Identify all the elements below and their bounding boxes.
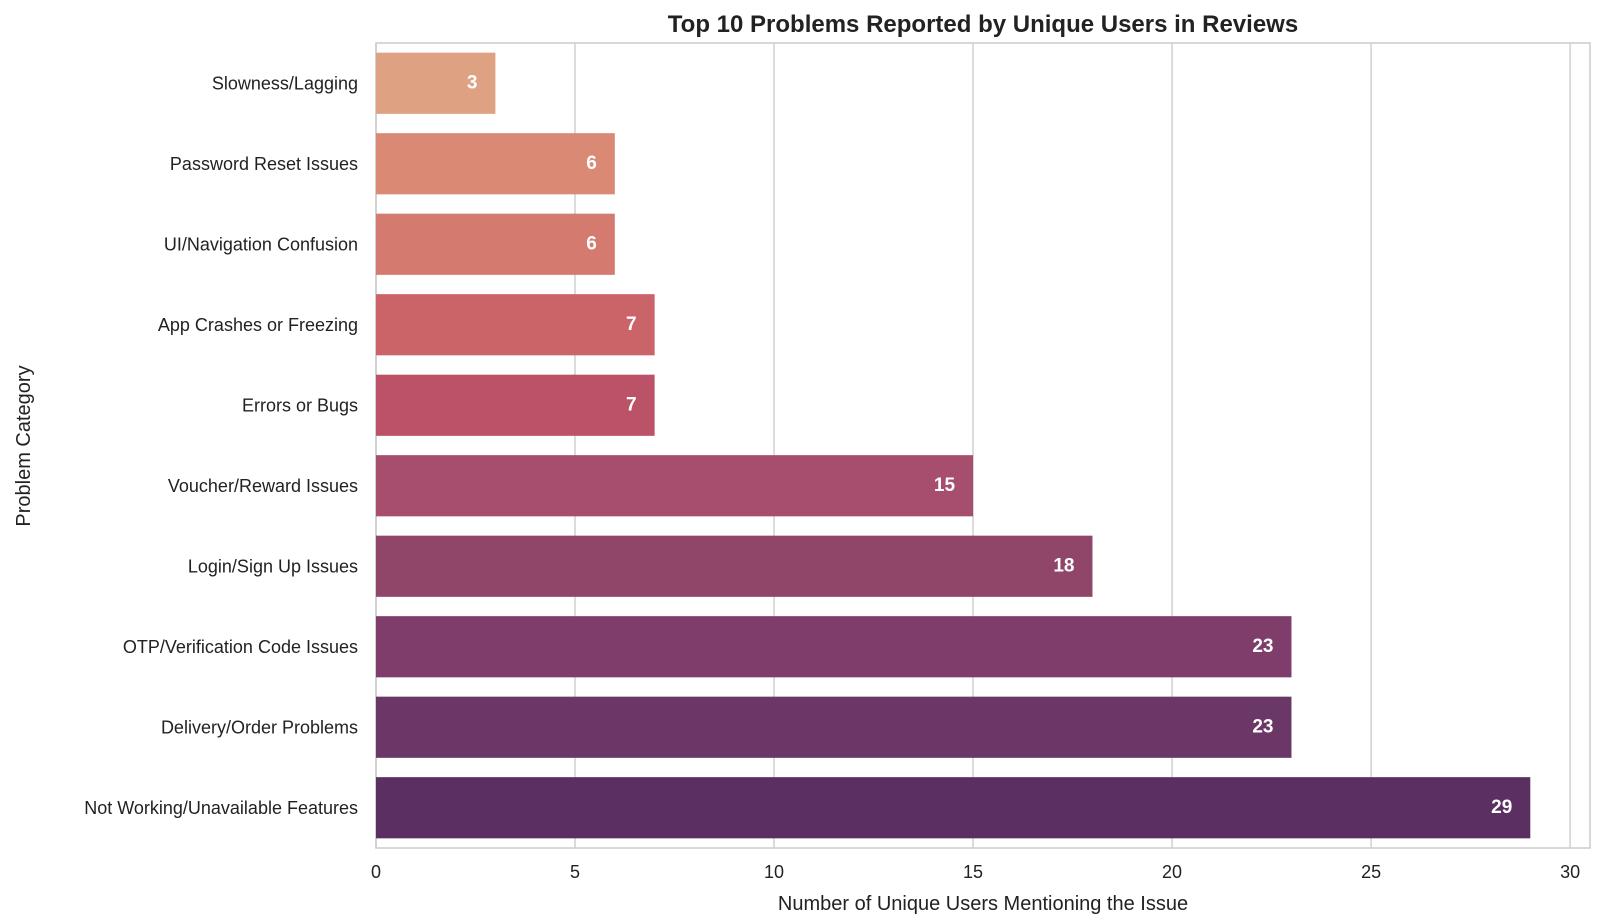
category-label: Not Working/Unavailable Features <box>84 798 358 818</box>
data-label: 15 <box>934 475 956 496</box>
category-label: Delivery/Order Problems <box>161 717 358 737</box>
data-label: 6 <box>586 153 597 174</box>
x-axis-label: Number of Unique Users Mentioning the Is… <box>778 893 1188 915</box>
category-label: Voucher/Reward Issues <box>168 476 358 496</box>
bar <box>376 696 1292 758</box>
x-tick-label: 25 <box>1361 862 1381 882</box>
category-label: Login/Sign Up Issues <box>188 556 358 576</box>
bar <box>376 455 974 517</box>
bar <box>376 133 615 195</box>
bar <box>376 213 615 275</box>
x-tick-label: 0 <box>371 862 381 882</box>
bar <box>376 535 1093 597</box>
data-labels: 3 6 6 7 7 15 18 23 23 29 <box>467 72 1512 818</box>
x-tick-label: 20 <box>1162 862 1182 882</box>
x-tick-label: 15 <box>963 862 983 882</box>
data-label: 23 <box>1252 636 1273 657</box>
x-tick-label: 30 <box>1560 862 1580 882</box>
data-label: 7 <box>626 394 637 415</box>
data-label: 7 <box>626 314 637 335</box>
x-tick-labels: 0 5 10 15 20 25 30 <box>371 862 1580 882</box>
category-tick-labels: Slowness/Lagging Password Reset Issues UI/… <box>84 73 358 818</box>
category-label: Errors or Bugs <box>242 395 358 415</box>
x-tick-label: 10 <box>764 862 784 882</box>
category-label: Slowness/Lagging <box>212 73 358 93</box>
bar <box>376 52 496 114</box>
chart-title: Top 10 Problems Reported by Unique Users… <box>668 11 1298 38</box>
data-label: 29 <box>1491 797 1512 818</box>
bar <box>376 294 655 356</box>
bar <box>376 777 1531 839</box>
category-label: Password Reset Issues <box>170 154 358 174</box>
bars <box>376 52 1531 839</box>
data-label: 6 <box>586 233 597 254</box>
category-label: OTP/Verification Code Issues <box>123 637 358 657</box>
data-label: 23 <box>1252 716 1273 737</box>
data-label: 3 <box>467 72 478 93</box>
bar <box>376 616 1292 678</box>
plot-frame <box>375 42 1591 849</box>
bar <box>376 374 655 436</box>
y-axis-label: Problem Category <box>13 365 35 526</box>
category-label: App Crashes or Freezing <box>158 315 358 335</box>
category-label: UI/Navigation Confusion <box>164 234 358 254</box>
x-tick-label: 5 <box>570 862 580 882</box>
data-label: 18 <box>1053 555 1074 576</box>
